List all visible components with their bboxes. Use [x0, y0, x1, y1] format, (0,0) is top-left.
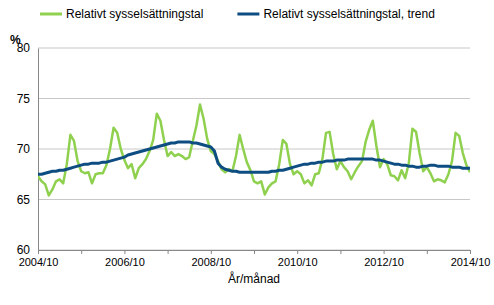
x-tick: 2004/10: [19, 250, 59, 268]
x-tick: [340, 250, 341, 254]
x-tick-label: 2010/10: [278, 256, 318, 268]
x-tick-label: 2012/10: [364, 256, 404, 268]
y-axis-title: %: [10, 33, 21, 47]
series-line: [38, 142, 470, 174]
x-tick-mark: [297, 250, 298, 254]
x-tick: [168, 250, 169, 254]
x-tick: 2014/10: [451, 250, 491, 268]
x-tick-label: 2006/10: [105, 256, 145, 268]
legend-label: Relativt sysselsättningstal: [66, 7, 203, 21]
legend-swatch: [40, 13, 62, 16]
plot-area: [38, 105, 470, 196]
y-tick: 65: [17, 193, 38, 207]
x-tick: 2010/10: [278, 250, 318, 268]
legend-swatch: [237, 13, 259, 16]
x-axis-title: År/månad: [228, 271, 280, 286]
series-line: [38, 105, 470, 196]
x-tick-label: 2004/10: [19, 256, 59, 268]
legend-item: Relativt sysselsättningstal: [40, 7, 203, 21]
y-tick-label: 65: [17, 193, 31, 207]
x-tick-mark: [211, 250, 212, 254]
x-tick: [427, 250, 428, 254]
x-tick-mark: [254, 250, 255, 254]
x-tick-mark: [384, 250, 385, 254]
x-tick-mark: [38, 250, 39, 254]
x-tick-mark: [470, 250, 471, 254]
grid-line: [38, 149, 470, 150]
grid: [38, 48, 470, 250]
x-tick-mark: [340, 250, 341, 254]
y-tick: 70: [17, 142, 38, 156]
y-axis: 6065707580: [17, 41, 39, 257]
chart: 60657075802004/102006/102008/102010/1020…: [0, 0, 494, 305]
legend-item: Relativt sysselsättningstal, trend: [237, 7, 434, 21]
y-tick-label: 70: [17, 142, 31, 156]
grid-line: [38, 98, 470, 99]
y-tick-label: 75: [17, 92, 31, 106]
x-tick: 2006/10: [105, 250, 145, 268]
x-tick: [81, 250, 82, 254]
x-tick-label: 2014/10: [451, 256, 491, 268]
x-axis: 2004/10 2006/10 2008/10 2010/10 2012/10 2014/…: [19, 250, 491, 268]
x-tick: 2008/10: [191, 250, 231, 268]
x-tick-mark: [168, 250, 169, 254]
y-tick: 75: [17, 92, 38, 106]
y-axis-line: [38, 49, 39, 251]
legend-label: Relativt sysselsättningstal, trend: [263, 7, 434, 21]
grid-line: [38, 48, 470, 49]
x-tick: 2012/10: [364, 250, 404, 268]
x-tick-label: 2008/10: [191, 256, 231, 268]
x-tick-mark: [81, 250, 82, 254]
x-tick: [254, 250, 255, 254]
legend: Relativt sysselsättningstal Relativt syss…: [40, 7, 435, 21]
grid-line: [38, 199, 470, 200]
x-tick-mark: [124, 250, 125, 254]
x-tick-mark: [427, 250, 428, 254]
